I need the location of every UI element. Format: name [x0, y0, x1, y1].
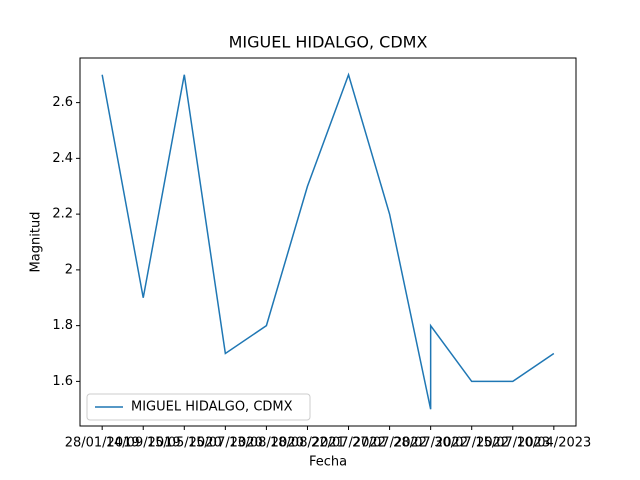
legend: MIGUEL HIDALGO, CDMX	[86, 393, 311, 421]
line-series	[101, 72, 555, 410]
x-tick-label: 10/04/2023	[516, 436, 591, 451]
x-tick-label: 27/07/2022	[352, 436, 427, 451]
legend-label: MIGUEL HIDALGO, CDMX	[131, 400, 293, 415]
x-tick-label: 30/07/2022	[434, 436, 509, 451]
x-tick-label: 18/08/2021	[270, 436, 345, 451]
x-axis-label: Fecha	[309, 455, 347, 470]
x-tick-label: 13/08/2020	[229, 436, 304, 451]
x-tick-label: 15/07/2020	[188, 436, 263, 451]
plot-area	[79, 57, 577, 427]
y-tick-label: 1.8	[52, 318, 73, 333]
chart-title: MIGUEL HIDALGO, CDMX	[229, 33, 428, 52]
x-tick-label: 15/07/2023	[475, 436, 550, 451]
x-tick-label: 14/09/2019	[106, 436, 181, 451]
y-tick-label: 2	[65, 262, 73, 277]
y-tick-label: 2.6	[52, 95, 73, 110]
y-tick-label: 1.6	[52, 374, 73, 389]
x-tick-label: 28/01/2019	[65, 436, 140, 451]
x-tick-label: 15/05/2020	[147, 436, 222, 451]
y-axis-label: Magnitud	[29, 212, 44, 273]
x-tick-label: 28/07/2022	[393, 436, 468, 451]
x-tick-label: 22/07/2022	[311, 436, 386, 451]
y-tick-label: 2.4	[52, 151, 73, 166]
y-tick-label: 2.2	[52, 207, 73, 222]
legend-box	[86, 393, 311, 421]
